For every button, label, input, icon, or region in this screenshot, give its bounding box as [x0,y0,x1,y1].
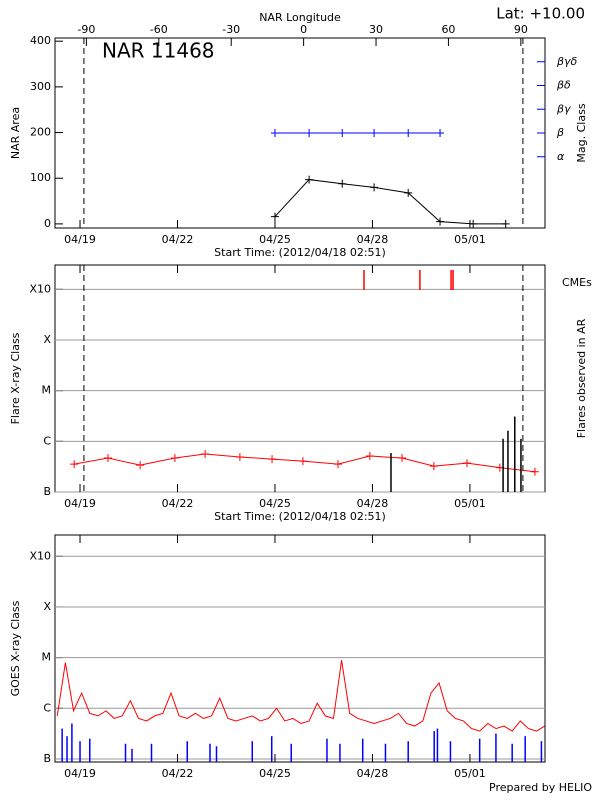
y-tick-label: 300 [30,80,51,93]
x-axis-title: Start Time: (2012/04/18 02:51) [214,246,386,259]
y-axis-title: Flare X-ray Class [9,332,22,424]
y-tick-label: 200 [30,126,51,139]
point-marker [429,462,438,471]
y-tick-label: 0 [44,217,51,230]
x-tick-label: 04/25 [259,233,291,246]
x2-tick-label: -30 [222,23,240,36]
point-marker [201,449,210,458]
x-tick-label: 04/19 [64,497,96,510]
point-marker [270,129,279,137]
point-marker [370,183,379,192]
y-tick-label: 400 [30,34,51,47]
point-marker [338,179,347,188]
x-tick-label: 05/01 [454,497,486,510]
point-marker [235,453,244,462]
x-tick-label: 04/22 [162,767,194,780]
y-tick-label: C [43,701,51,714]
point-marker [298,457,307,466]
x-tick-label: 04/28 [357,497,389,510]
x2-axis-title: NAR Longitude [259,11,341,24]
point-marker [136,461,145,470]
x-tick-label: 04/19 [64,233,96,246]
y-tick-label: B [43,752,51,765]
y-tick-label: B [43,485,51,498]
point-marker [103,454,112,463]
point-marker [436,129,445,137]
point-marker [305,129,314,137]
y2-tick-label: βγ [556,102,571,115]
x-tick-label: 04/28 [357,767,389,780]
y-tick-label: X [43,333,51,346]
y-axis-title: NAR Area [9,107,22,159]
x2-tick-label: 0 [300,23,307,36]
point-marker [70,460,79,469]
x-tick-label: 04/22 [162,233,194,246]
x2-tick-label: 30 [369,23,383,36]
point-marker [530,467,539,476]
y-tick-label: M [42,384,52,397]
y2-axis-title: Mag. Class [575,103,588,162]
series-line [274,179,506,225]
point-marker [501,219,510,228]
y-tick-label: X [43,600,51,613]
event-label: CMEs [562,276,592,289]
y-tick-label: M [42,651,52,664]
x-tick-label: 04/28 [357,233,389,246]
x-tick-label: 04/22 [162,497,194,510]
panel-title: NAR 11468 [102,39,215,63]
x-tick-label: 05/01 [454,233,486,246]
y-axis-title: GOES X-ray Class [9,600,22,696]
point-marker [170,454,179,463]
latitude-annotation: Lat: +10.00 [496,5,585,23]
point-marker [270,212,279,221]
point-marker [463,459,472,468]
point-marker [305,175,314,184]
point-marker [436,217,445,226]
x-tick-label: 05/01 [454,767,486,780]
point-marker [268,455,277,464]
point-marker [404,188,413,197]
point-marker [365,452,374,461]
footer-note: Prepared by HELIO [489,781,592,794]
x2-tick-label: 90 [514,23,528,36]
y-tick-label: X10 [29,549,51,562]
x-tick-label: 04/25 [259,767,291,780]
point-marker [404,129,413,137]
point-marker [398,454,407,463]
plot-frame [54,264,546,493]
x-tick-label: 04/25 [259,497,291,510]
point-marker [469,219,478,228]
x2-tick-label: -90 [77,23,95,36]
x2-tick-label: 60 [441,23,455,36]
y-tick-label: 100 [30,171,51,184]
x-tick-label: 04/19 [64,767,96,780]
x-axis-title: Start Time: (2012/04/18 02:51) [214,510,386,523]
y2-axis-title: Flares observed in AR [575,318,588,438]
y2-tick-label: α [557,150,565,163]
x2-tick-label: -60 [150,23,168,36]
point-marker [334,460,343,469]
y2-tick-label: β [556,126,564,139]
point-marker [370,129,379,137]
y-tick-label: C [43,434,51,447]
plot-frame [54,534,546,763]
series-line [56,660,545,732]
y2-tick-label: βγδ [556,55,578,68]
y2-tick-label: βδ [556,79,571,92]
point-marker [338,129,347,137]
y-tick-label: X10 [29,282,51,295]
